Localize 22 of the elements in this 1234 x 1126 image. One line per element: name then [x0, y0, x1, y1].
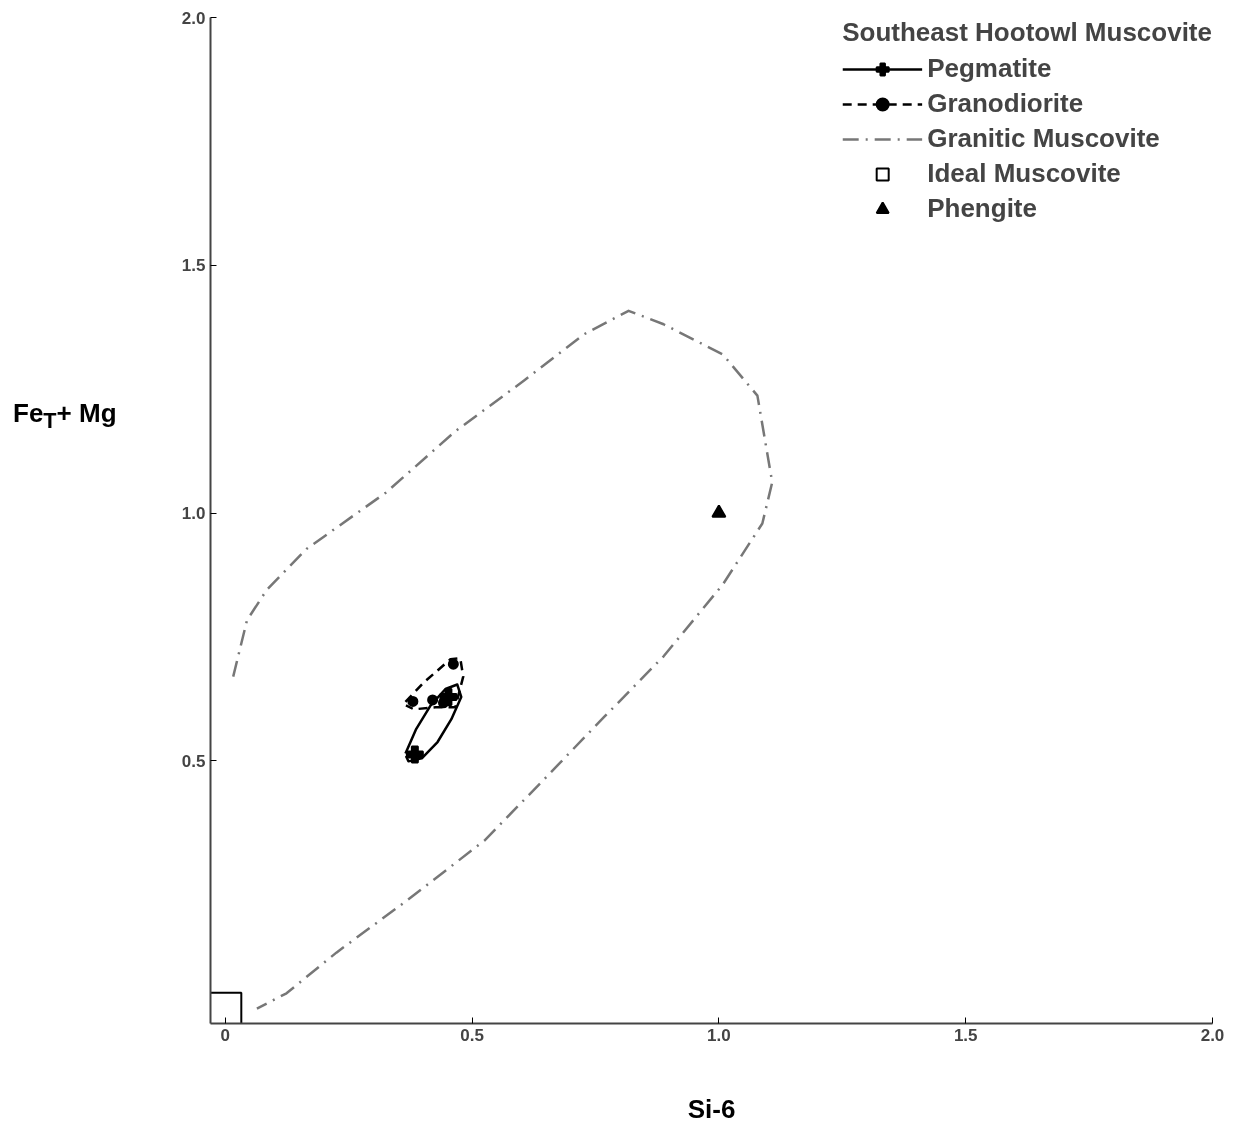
- y-tick-label: 0.5: [181, 751, 206, 771]
- x-axis-title: Si-6: [687, 1093, 736, 1124]
- y-tick-label: 1.0: [181, 504, 206, 524]
- x-tick-label: 2.0: [1200, 1025, 1225, 1045]
- x-tick-label: 1.0: [707, 1025, 731, 1045]
- legend-label: Ideal Muscovite: [927, 158, 1121, 189]
- point: [407, 695, 419, 707]
- legend-title: Southeast Hootowl Muscovite: [842, 17, 1212, 48]
- legend-label: Granitic Muscovite: [927, 123, 1160, 154]
- legend-label: Pegmatite: [927, 53, 1052, 84]
- y-tick-label: 1.5: [181, 256, 206, 276]
- legend-label: Phengite: [927, 193, 1037, 224]
- point: [210, 991, 243, 1024]
- point: [447, 658, 459, 670]
- point: [427, 694, 439, 706]
- y-tick-label: 2.0: [181, 8, 206, 28]
- line-series: [231, 309, 774, 1010]
- x-tick-label: 0: [220, 1025, 231, 1045]
- x-tick-label: 1.5: [953, 1025, 978, 1045]
- legend-label: Granodiorite: [927, 88, 1084, 119]
- y-axis-title: Fe$_{T}$+ Mg: [13, 397, 117, 436]
- x-tick-label: 0.5: [460, 1025, 484, 1045]
